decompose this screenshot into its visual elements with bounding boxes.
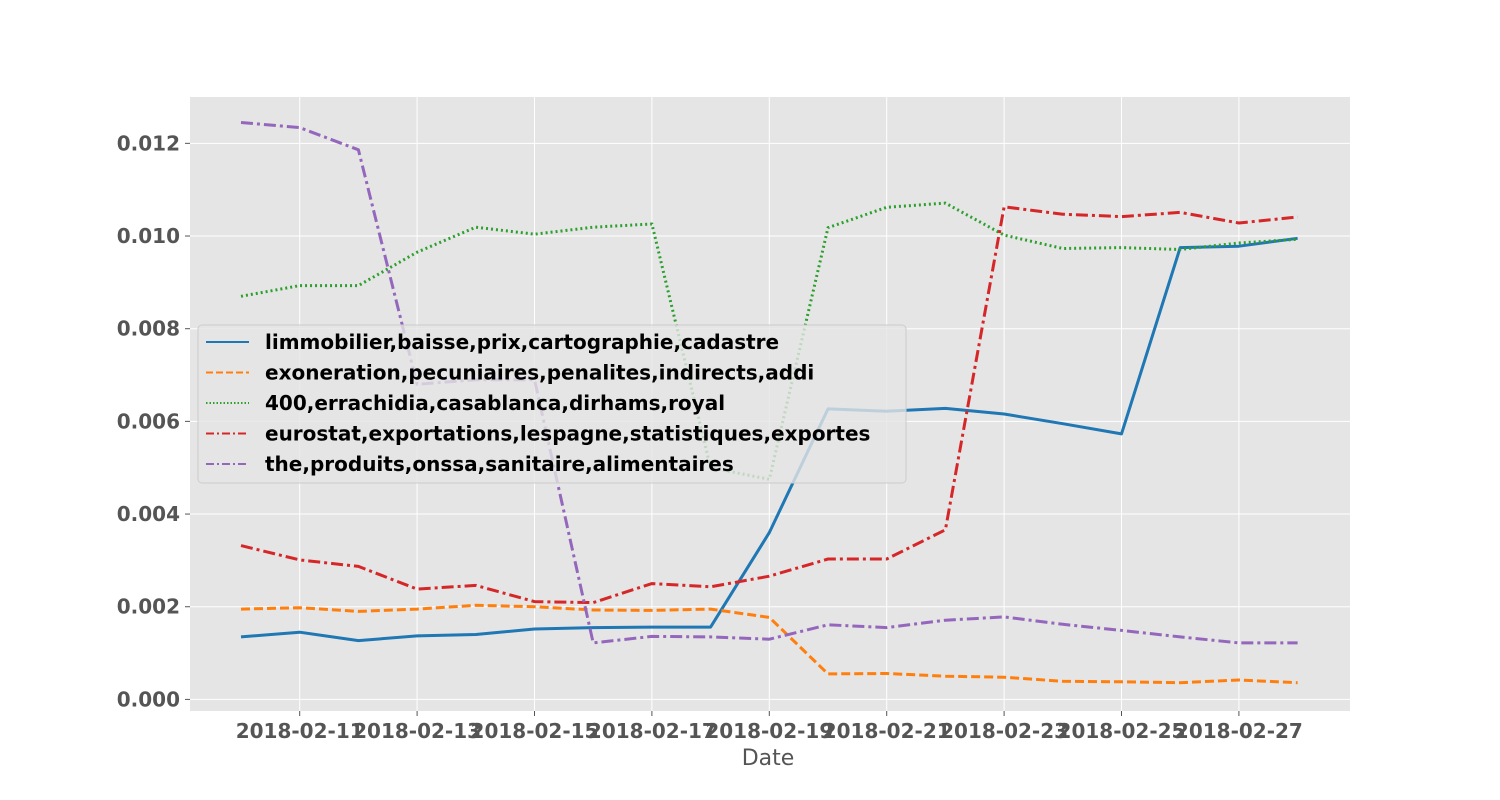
series-line-4 (240, 205, 1298, 605)
y-tick-label: 0.000 (117, 687, 180, 711)
y-tick-label: 0.012 (117, 131, 180, 155)
y-tick-label: 0.008 (117, 317, 180, 341)
series-line-2 (240, 603, 1298, 685)
x-tick-label: 2018-02-19 (705, 719, 833, 743)
series-line-3 (240, 201, 1298, 481)
legend-label-4: eurostat,exportations,lespagne,statistiq… (265, 422, 870, 446)
x-tick-label: 2018-02-15 (471, 719, 599, 743)
x-tick-label: 2018-02-13 (353, 719, 481, 743)
y-tick-label: 0.002 (117, 595, 180, 619)
legend-label-2: exoneration,pecuniaires,penalites,indire… (265, 361, 814, 385)
x-axis-label: Date (742, 746, 795, 771)
x-tick-label: 2018-02-17 (588, 719, 716, 743)
y-tick-label: 0.010 (117, 224, 180, 248)
legend-label-3: 400,errachidia,casablanca,dirhams,royal (265, 391, 725, 415)
legend-label-1: limmobilier,baisse,prix,cartographie,cad… (265, 330, 779, 354)
legend: limmobilier,baisse,prix,cartographie,cad… (197, 324, 907, 484)
x-tick-label: 2018-02-21 (823, 719, 951, 743)
x-tick-label: 2018-02-23 (940, 719, 1068, 743)
x-axis-ticks: 2018-02-112018-02-132018-02-152018-02-17… (236, 711, 1303, 743)
y-axis-ticks: 0.000 0.002 0.004 0.006 0.008 0.010 0.012 (117, 131, 190, 711)
y-tick-label: 0.006 (117, 409, 180, 433)
series-line-1 (240, 236, 1298, 643)
y-tick-label: 0.004 (117, 502, 180, 526)
x-tick-label: 2018-02-11 (236, 719, 364, 743)
x-tick-label: 2018-02-27 (1175, 719, 1303, 743)
legend-box (197, 324, 907, 484)
legend-label-5: the,produits,onssa,sanitaire,alimentaire… (265, 452, 734, 476)
x-tick-label: 2018-02-25 (1058, 719, 1186, 743)
